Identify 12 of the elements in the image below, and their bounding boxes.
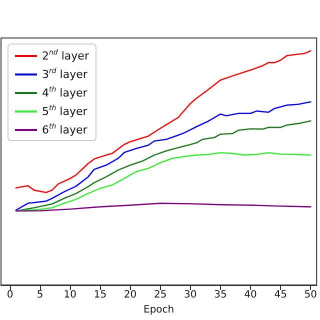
x-tick-label: 45 (274, 290, 287, 300)
x-tick-label: 0 (6, 290, 14, 300)
x-axis-title: Epoch (144, 304, 174, 316)
x-tick-label: 20 (124, 290, 137, 300)
x-tick-label: 15 (94, 290, 107, 300)
x-tick-label: 30 (184, 290, 197, 300)
x-tick-label: 10 (64, 290, 77, 300)
x-tick-label: 50 (304, 290, 318, 300)
x-tick-label: 5 (36, 290, 44, 300)
x-tick-label: 40 (244, 290, 257, 300)
x-tick-label: 35 (214, 290, 227, 300)
x-tick-label: 25 (154, 290, 167, 300)
